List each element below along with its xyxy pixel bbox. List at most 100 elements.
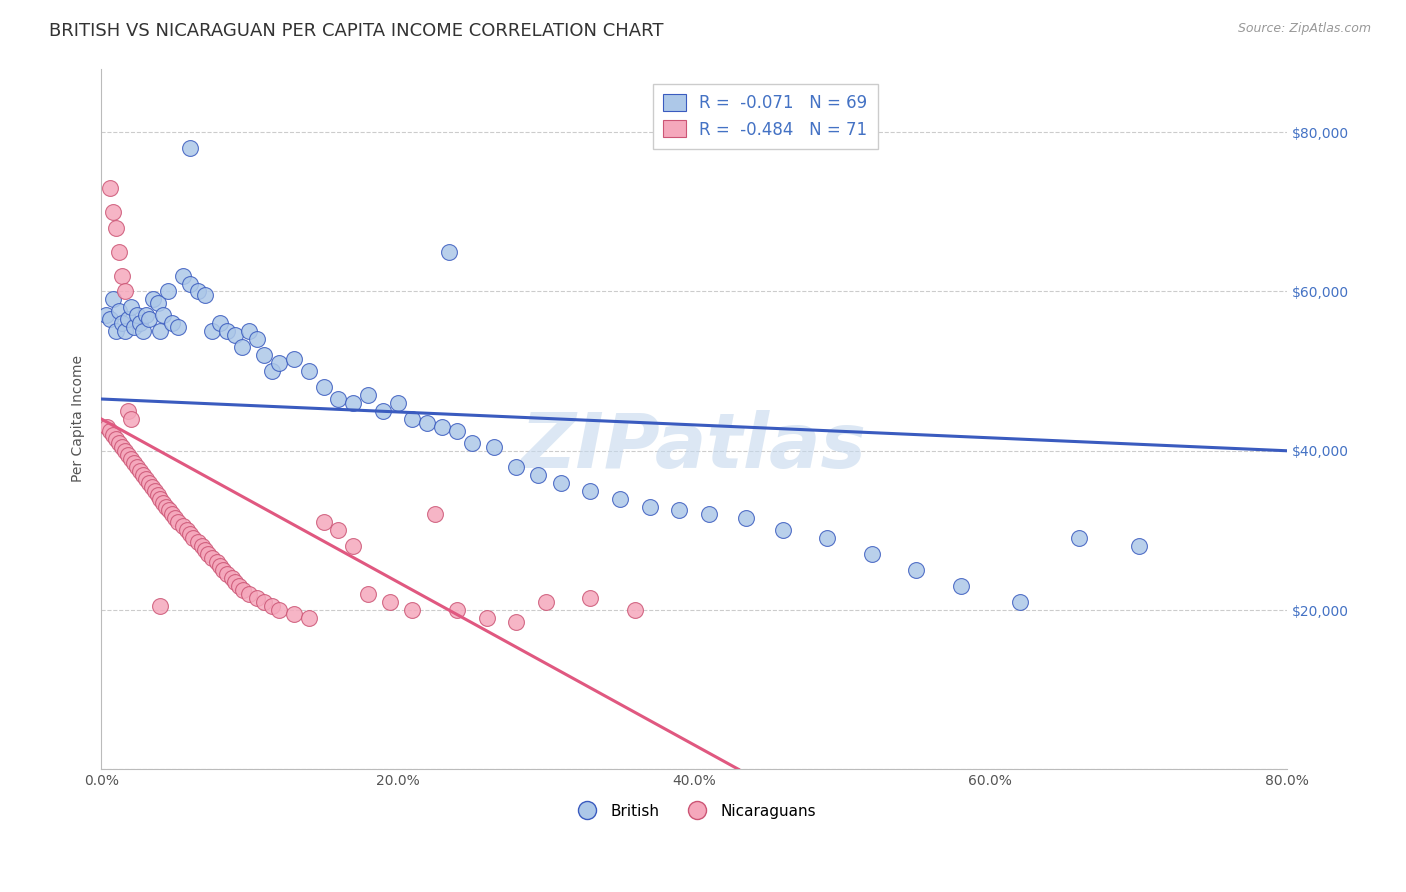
Point xyxy=(772,524,794,538)
Point xyxy=(1010,595,1032,609)
Point xyxy=(401,412,423,426)
Point xyxy=(224,575,246,590)
Point xyxy=(201,551,224,566)
Point xyxy=(111,268,134,283)
Point xyxy=(117,312,139,326)
Point xyxy=(135,472,157,486)
Point xyxy=(260,364,283,378)
Point xyxy=(172,268,194,283)
Point xyxy=(550,475,572,490)
Point xyxy=(342,539,364,553)
Point xyxy=(253,595,276,609)
Point xyxy=(201,324,224,338)
Point xyxy=(905,563,928,577)
Point xyxy=(138,475,160,490)
Point xyxy=(187,285,209,299)
Point xyxy=(609,491,631,506)
Point xyxy=(697,508,720,522)
Point xyxy=(342,396,364,410)
Point xyxy=(461,435,484,450)
Point xyxy=(101,427,124,442)
Point xyxy=(181,532,204,546)
Point xyxy=(167,320,190,334)
Point xyxy=(191,539,214,553)
Point xyxy=(108,435,131,450)
Point xyxy=(111,440,134,454)
Point xyxy=(155,500,177,514)
Point xyxy=(423,508,446,522)
Point xyxy=(205,555,228,569)
Point xyxy=(149,491,172,506)
Point xyxy=(146,487,169,501)
Legend: British, Nicaraguans: British, Nicaraguans xyxy=(567,797,823,825)
Point xyxy=(527,467,550,482)
Point xyxy=(371,404,394,418)
Point xyxy=(505,459,527,474)
Point xyxy=(108,244,131,259)
Point xyxy=(105,432,128,446)
Point xyxy=(108,304,131,318)
Point xyxy=(482,440,505,454)
Point xyxy=(217,567,239,582)
Point xyxy=(96,420,118,434)
Point xyxy=(146,296,169,310)
Point xyxy=(475,611,498,625)
Point xyxy=(283,607,305,621)
Point xyxy=(298,611,321,625)
Point xyxy=(98,312,121,326)
Point xyxy=(1128,539,1150,553)
Point xyxy=(179,277,201,291)
Point xyxy=(114,285,136,299)
Point xyxy=(735,511,758,525)
Point xyxy=(217,324,239,338)
Point xyxy=(401,603,423,617)
Text: ZIPatlas: ZIPatlas xyxy=(522,410,868,484)
Text: BRITISH VS NICARAGUAN PER CAPITA INCOME CORRELATION CHART: BRITISH VS NICARAGUAN PER CAPITA INCOME … xyxy=(49,22,664,40)
Point xyxy=(328,524,350,538)
Point xyxy=(138,312,160,326)
Point xyxy=(860,547,883,561)
Point xyxy=(156,285,179,299)
Point xyxy=(131,467,153,482)
Point xyxy=(253,348,276,362)
Point xyxy=(224,328,246,343)
Point xyxy=(298,364,321,378)
Point xyxy=(187,535,209,549)
Point xyxy=(172,519,194,533)
Point xyxy=(534,595,557,609)
Point xyxy=(141,480,163,494)
Point xyxy=(387,396,409,410)
Point xyxy=(238,587,260,601)
Point xyxy=(165,511,187,525)
Text: Source: ZipAtlas.com: Source: ZipAtlas.com xyxy=(1237,22,1371,36)
Point xyxy=(131,324,153,338)
Point xyxy=(949,579,972,593)
Point xyxy=(111,317,134,331)
Point xyxy=(94,309,117,323)
Point xyxy=(357,587,380,601)
Point xyxy=(328,392,350,406)
Point xyxy=(260,599,283,613)
Point xyxy=(120,451,142,466)
Point xyxy=(1069,532,1091,546)
Point xyxy=(105,220,128,235)
Point xyxy=(114,443,136,458)
Point xyxy=(125,309,148,323)
Point xyxy=(120,412,142,426)
Point xyxy=(101,205,124,219)
Point xyxy=(228,579,250,593)
Point xyxy=(176,524,198,538)
Point xyxy=(246,332,269,346)
Point xyxy=(120,301,142,315)
Point xyxy=(208,317,231,331)
Point xyxy=(579,591,602,606)
Point xyxy=(179,141,201,155)
Point xyxy=(98,424,121,438)
Point xyxy=(162,508,184,522)
Point xyxy=(101,293,124,307)
Point xyxy=(380,595,402,609)
Point xyxy=(149,324,172,338)
Point xyxy=(221,571,243,585)
Point xyxy=(152,495,174,509)
Point xyxy=(157,503,180,517)
